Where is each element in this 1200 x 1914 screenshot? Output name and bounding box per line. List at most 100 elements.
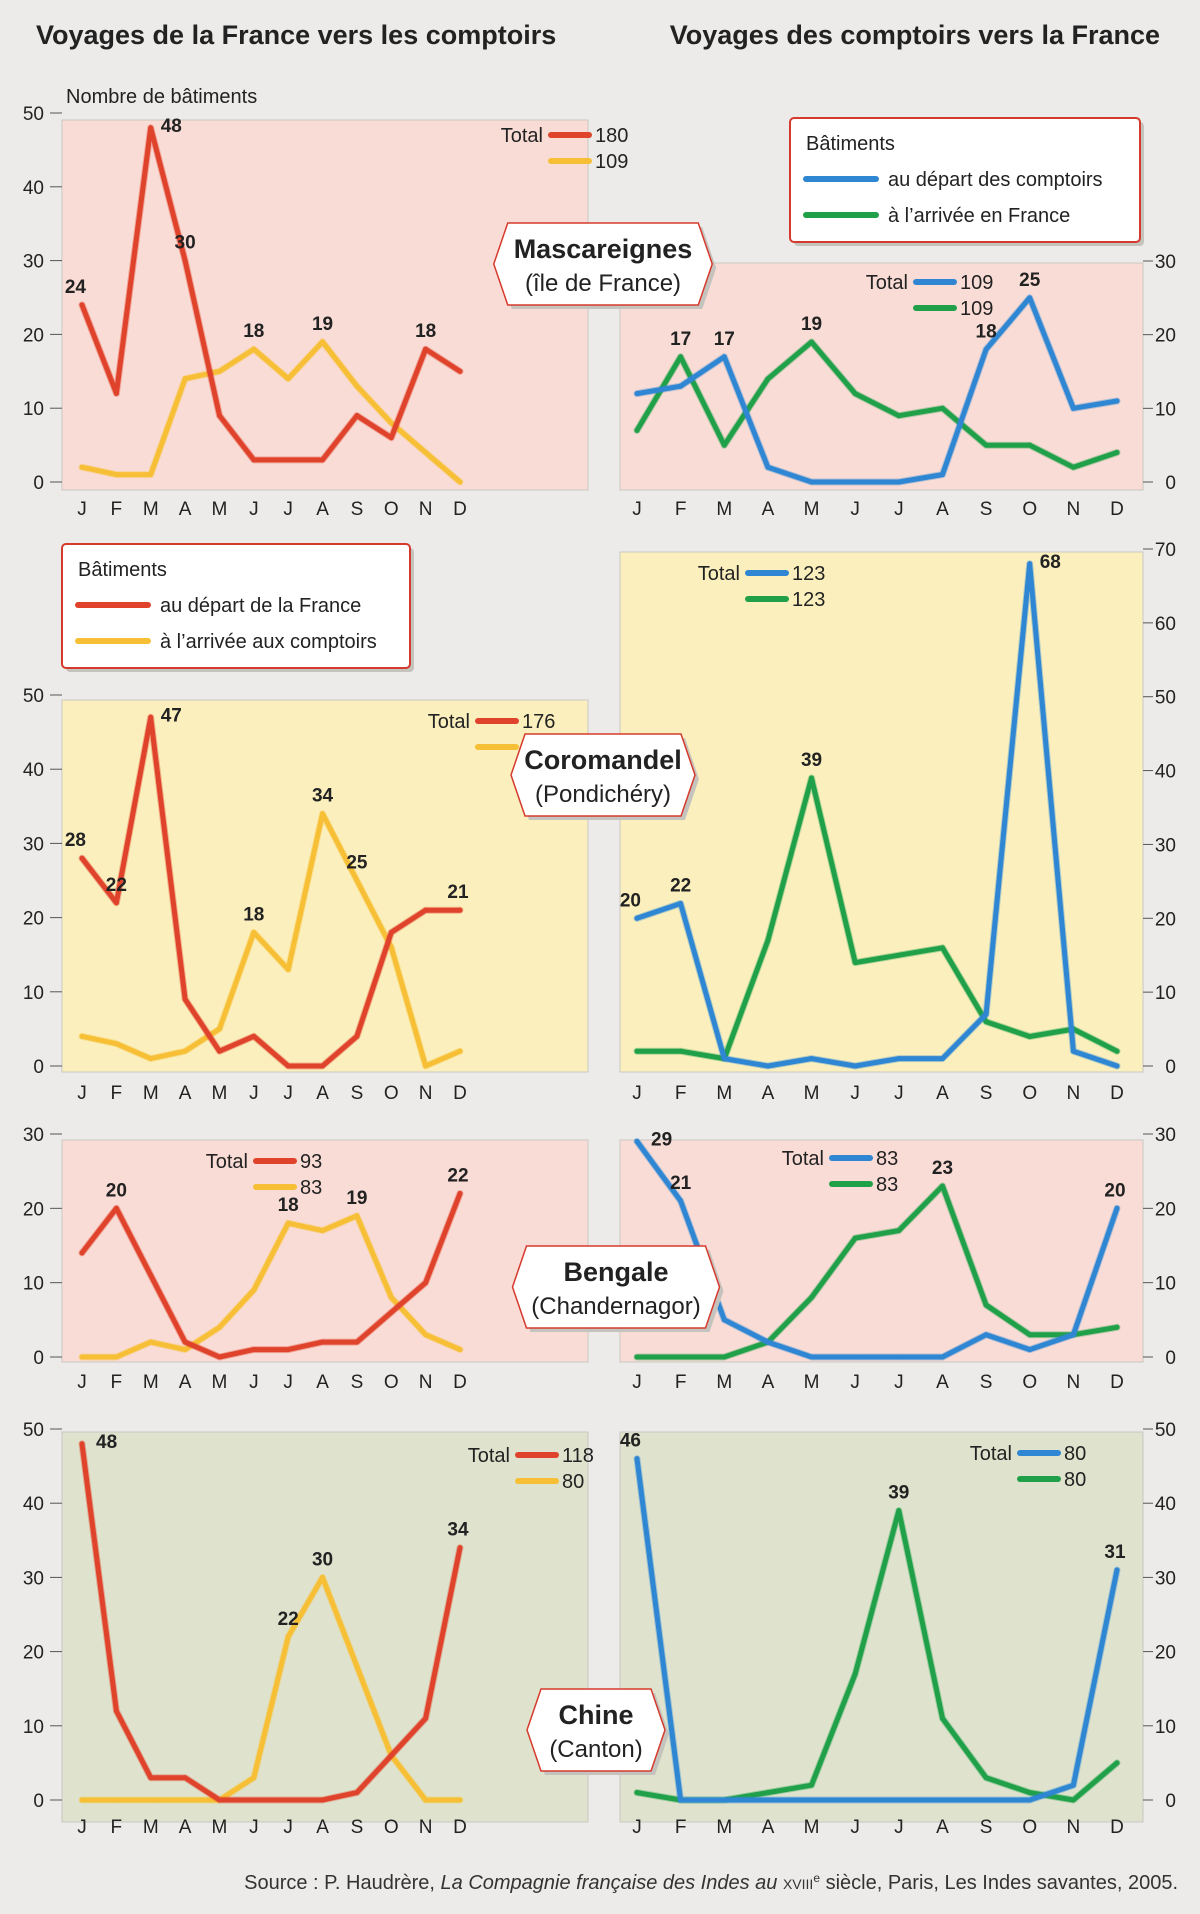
data-label: 48 [161, 116, 182, 137]
data-point [765, 464, 771, 470]
data-point [148, 1339, 154, 1345]
data-point [634, 427, 640, 433]
data-point [1070, 464, 1076, 470]
data-point [765, 1797, 771, 1803]
x-tick-label: J [894, 1817, 904, 1838]
data-point [678, 901, 684, 907]
data-point [983, 1019, 989, 1025]
data-label: 25 [346, 853, 368, 874]
data-label: 28 [65, 830, 86, 851]
data-point [678, 1354, 684, 1360]
x-tick-label: F [111, 499, 123, 520]
data-point [852, 479, 858, 485]
region-label-coromandel: Coromandel (Pondichéry) [510, 733, 699, 820]
data-point [1070, 1332, 1076, 1338]
x-tick-label: J [894, 499, 904, 520]
data-point [809, 339, 815, 345]
data-point [1070, 405, 1076, 411]
x-tick-label: F [111, 1083, 123, 1104]
data-point [809, 775, 815, 781]
data-point [939, 1056, 945, 1062]
series-line-yellow [79, 1213, 463, 1360]
x-tick-label: O [384, 499, 399, 520]
y-tick-label: 60 [1155, 614, 1176, 635]
data-point [896, 1354, 902, 1360]
x-tick-label: J [632, 499, 642, 520]
data-point [251, 1797, 257, 1803]
data-label: 19 [801, 314, 822, 335]
data-point [148, 1272, 154, 1278]
x-tick-label: J [249, 1817, 259, 1838]
data-point [1114, 1324, 1120, 1330]
plot-background [61, 1139, 589, 1363]
y-tick-label: 40 [23, 178, 44, 199]
x-tick-label: M [716, 1083, 732, 1104]
data-label: 18 [976, 321, 997, 342]
data-point [809, 1056, 815, 1062]
y-tick-label: 40 [1155, 1494, 1176, 1515]
x-tick-label: J [249, 1372, 259, 1393]
data-point [320, 1228, 326, 1234]
data-point [216, 368, 222, 374]
plot-background [619, 1431, 1144, 1823]
legend-title: Bâtiments [78, 559, 167, 581]
total-value: 109 [960, 298, 993, 320]
data-point [1027, 561, 1033, 567]
x-tick-label: M [212, 1372, 228, 1393]
x-tick-label: J [249, 1083, 259, 1104]
x-tick-label: N [419, 1817, 433, 1838]
x-tick-label: M [804, 499, 820, 520]
data-label: 30 [312, 1549, 333, 1570]
y-tick-label: 20 [23, 909, 44, 930]
data-point [79, 1441, 85, 1447]
y-tick-label: 0 [33, 473, 44, 494]
data-label: 25 [1019, 270, 1041, 291]
region-sub: (île de France) [525, 270, 681, 297]
x-tick-label: M [716, 1817, 732, 1838]
x-tick-label: S [351, 1083, 364, 1104]
data-label: 48 [96, 1432, 117, 1453]
data-point [285, 1797, 291, 1803]
data-point [182, 376, 188, 382]
x-tick-label: A [762, 1372, 775, 1393]
y-tick-label: 0 [33, 1791, 44, 1812]
x-tick-label: D [1110, 499, 1124, 520]
y-tick-label: 30 [23, 834, 44, 855]
y-tick-label: 20 [23, 1643, 44, 1664]
series-line-red [79, 1191, 463, 1360]
data-point [852, 1354, 858, 1360]
data-point [457, 1048, 463, 1054]
region-label-bengale: Bengale (Chandernagor) [511, 1245, 724, 1332]
y-tick-label: 10 [23, 1717, 44, 1738]
x-tick-label: D [1110, 1817, 1124, 1838]
source-note: Source : P. Haudrère, La Compagnie franç… [244, 1871, 1178, 1894]
data-point [457, 1347, 463, 1353]
data-point [354, 413, 360, 419]
data-point [423, 907, 429, 913]
data-point [457, 368, 463, 374]
data-point [113, 900, 119, 906]
data-label: 17 [670, 329, 691, 350]
data-point [983, 1332, 989, 1338]
data-point [1070, 1048, 1076, 1054]
x-tick-label: N [1066, 499, 1080, 520]
total-value: 123 [792, 563, 825, 585]
x-tick-label: S [980, 1372, 993, 1393]
x-tick-label: D [1110, 1083, 1124, 1104]
x-tick-label: J [283, 1372, 293, 1393]
y-tick-label: 0 [1165, 473, 1176, 494]
data-point [1114, 1760, 1120, 1766]
data-point [809, 1354, 815, 1360]
total-legend: Total 123 123 [698, 563, 826, 611]
data-label: 30 [175, 233, 196, 254]
data-point [721, 442, 727, 448]
data-point [809, 1295, 815, 1301]
data-point [983, 1797, 989, 1803]
data-point [354, 383, 360, 389]
data-point [320, 1797, 326, 1803]
data-point [678, 1797, 684, 1803]
source-century-sup: e [813, 1871, 820, 1885]
x-tick-label: A [936, 1083, 949, 1104]
